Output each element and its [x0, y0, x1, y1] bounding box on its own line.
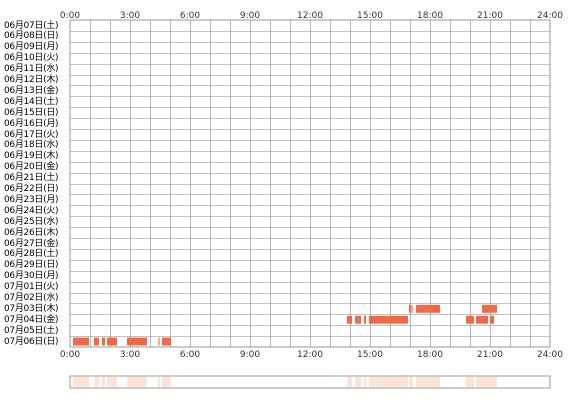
day-label: 06月18日(水) — [4, 140, 59, 151]
summary-mark — [127, 377, 147, 387]
hour-label-bottom: 0:00 — [59, 350, 81, 360]
day-label: 06月22日(日) — [4, 184, 59, 194]
day-label: 06月17日(火) — [4, 129, 59, 140]
summary-mark — [158, 377, 160, 387]
hour-label-top: 15:00 — [357, 11, 383, 21]
day-label: 06月14日(土) — [4, 96, 59, 107]
activity-bar — [347, 315, 352, 324]
day-label: 06月09日(月) — [4, 42, 59, 53]
summary-mark — [162, 377, 171, 387]
activity-bar — [364, 315, 366, 324]
day-label: 06月11日(水) — [4, 64, 59, 75]
day-label: 07月02日(水) — [4, 293, 59, 303]
hour-label-bottom: 9:00 — [239, 350, 261, 360]
summary-mark — [482, 377, 497, 387]
hour-label-top: 9:00 — [239, 11, 261, 21]
summary-mark — [466, 377, 474, 387]
day-label: 06月23日(月) — [4, 194, 59, 205]
day-label: 06月12日(木) — [4, 75, 59, 85]
summary-mark — [73, 377, 89, 387]
hour-label-bottom: 24:00 — [537, 350, 563, 360]
day-label: 06月25日(水) — [4, 216, 59, 227]
day-label: 07月03日(木) — [4, 303, 59, 314]
summary-mark — [416, 377, 440, 387]
hour-label-top: 12:00 — [297, 11, 323, 21]
day-label: 06月26日(木) — [4, 227, 59, 238]
summary-mark — [476, 377, 488, 387]
hour-label-top: 0:00 — [59, 11, 81, 21]
activity-bar — [158, 337, 160, 346]
activity-bar — [476, 315, 488, 324]
summary-mark — [107, 377, 117, 387]
hour-label-bottom: 12:00 — [297, 350, 323, 360]
day-label: 06月29日(日) — [4, 260, 59, 271]
activity-bar — [107, 337, 117, 346]
activity-bar — [73, 337, 89, 346]
hour-label-bottom: 6:00 — [179, 350, 201, 360]
plot-area — [69, 19, 551, 348]
day-label: 07月05日(土) — [4, 325, 59, 336]
hour-label-top: 21:00 — [477, 11, 503, 21]
day-label: 06月07日(土) — [4, 20, 59, 31]
activity-bar — [94, 337, 99, 346]
day-label: 07月01日(火) — [4, 282, 59, 293]
hour-label-top: 24:00 — [537, 11, 563, 21]
summary-mark — [409, 377, 411, 387]
day-label: 07月04日(金) — [4, 314, 59, 325]
hour-label-top: 3:00 — [119, 11, 141, 21]
summary-mark — [369, 377, 408, 387]
hour-label-bottom: 21:00 — [477, 350, 503, 360]
activity-bar — [466, 315, 474, 324]
activity-bar — [127, 337, 147, 346]
activity-bar — [411, 304, 413, 313]
day-label: 06月30日(月) — [4, 271, 59, 282]
day-label: 06月27日(金) — [4, 238, 59, 249]
day-label: 06月10日(火) — [4, 53, 59, 64]
day-label: 06月16日(月) — [4, 118, 59, 129]
activity-bar — [482, 304, 497, 313]
hour-label-bottom: 15:00 — [357, 350, 383, 360]
activity-bar — [355, 315, 361, 324]
hour-label-bottom: 18:00 — [417, 350, 443, 360]
hour-label-top: 6:00 — [179, 11, 201, 21]
activity-bar — [162, 337, 171, 346]
summary-mark — [364, 377, 366, 387]
day-label: 06月28日(土) — [4, 249, 59, 260]
hour-label-bottom: 3:00 — [119, 350, 141, 360]
day-label: 07月06日(日) — [4, 336, 59, 347]
hour-label-top: 18:00 — [417, 11, 443, 21]
day-label: 06月21日(土) — [4, 173, 59, 184]
day-label: 06月13日(金) — [4, 85, 59, 96]
day-label: 06月08日(日) — [4, 31, 59, 42]
activity-bar — [409, 304, 411, 313]
activity-bar — [369, 315, 408, 324]
day-label: 06月20日(金) — [4, 162, 59, 173]
summary-mark — [94, 377, 99, 387]
day-label: 06月19日(木) — [4, 151, 59, 162]
summary-mark — [490, 377, 494, 387]
activity-bar — [416, 304, 440, 313]
activity-bar — [102, 337, 105, 346]
summary-mark — [411, 377, 413, 387]
day-label: 06月15日(日) — [4, 107, 59, 118]
activity-bar — [490, 315, 494, 324]
summary-mark — [102, 377, 105, 387]
summary-mark — [347, 377, 352, 387]
summary-mark — [355, 377, 361, 387]
day-label: 06月24日(火) — [4, 205, 59, 216]
